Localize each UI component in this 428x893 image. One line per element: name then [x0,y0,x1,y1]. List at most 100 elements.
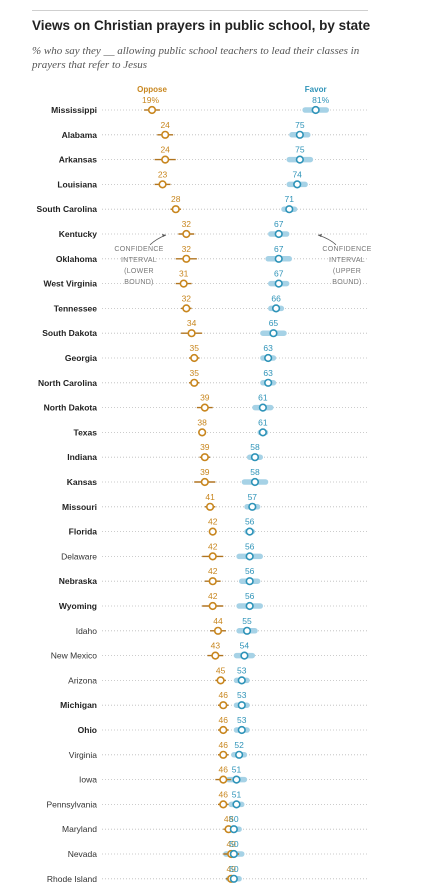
state-label: Alabama [62,130,98,140]
favor-value-label: 57 [248,492,258,502]
oppose-value-label: 32 [182,293,192,303]
favor-dot [229,825,238,834]
state-label: Texas [74,427,98,437]
oppose-value-label: 44 [213,616,223,626]
favor-value-label: 63 [263,343,273,353]
oppose-dot [179,279,188,288]
oppose-value-label: 41 [205,492,215,502]
oppose-value-label: 31 [179,269,189,279]
favor-value-label: 50 [229,864,239,874]
favor-value-label: 61 [258,417,268,427]
oppose-value-label: 39 [200,442,210,452]
state-label: Arkansas [59,155,98,165]
favor-dot [258,403,267,412]
state-label: Missouri [62,502,97,512]
state-label: Michigan [60,700,97,710]
oppose-dot [219,775,228,784]
state-label: Nevada [68,849,98,859]
favor-dot [269,329,278,338]
oppose-value-label: 32 [182,219,192,229]
favor-dot [274,279,283,288]
ci-upper-annotation: INTERVAL [329,257,365,264]
oppose-dot [198,428,207,437]
ci-lower-annotation: (LOWER [124,268,154,275]
oppose-value-label: 49 [226,864,236,874]
favor-value-label: 74 [292,169,302,179]
favor-dot [295,130,304,139]
oppose-dot [182,254,191,263]
favor-header: Favor [305,85,327,94]
favor-value-label: 67 [274,219,284,229]
oppose-value-label: 24 [160,145,170,155]
favor-value-label: 56 [245,541,255,551]
favor-value-label: 67 [274,269,284,279]
ci-lower-annotation: BOUND) [124,279,153,286]
ci-upper-annotation: CONFIDENCE [322,246,371,253]
favor-dot [264,378,273,387]
oppose-value-label: 32 [182,244,192,254]
oppose-dot [182,229,191,239]
favor-value-label: 50 [229,814,239,824]
favor-dot [240,651,249,660]
favor-dot [293,180,302,189]
oppose-dot [213,626,223,635]
oppose-value-label: 48 [224,814,234,824]
favor-value-label: 56 [245,566,255,576]
state-label: Delaware [61,551,97,561]
oppose-dot [208,527,217,536]
favor-dot [237,725,246,735]
favor-value-label: 51 [232,789,242,799]
oppose-dot [161,130,170,139]
oppose-dot [147,105,157,115]
oppose-dot [205,502,215,511]
favor-value-label: 71 [285,194,295,204]
oppose-dot [200,477,209,487]
favor-value-label: 75 [295,120,305,130]
favor-dot [311,105,320,115]
favor-dot [285,205,294,214]
oppose-dot [171,205,180,214]
state-label: Maryland [62,824,97,834]
oppose-value-label: 35 [190,368,200,378]
oppose-value-label: 39 [200,393,210,403]
oppose-dot [187,329,196,338]
oppose-value-label: 46 [219,765,229,775]
state-label: South Dakota [42,328,97,338]
state-label: Ohio [78,725,97,735]
favor-value-label: 53 [237,665,247,675]
state-label: Kentucky [59,229,98,239]
favor-dot [232,800,241,809]
favor-value-label: 56 [245,591,255,601]
favor-value-label: 81% [312,95,329,105]
oppose-dot [190,353,199,363]
oppose-dot [219,750,228,759]
favor-value-label: 67 [274,244,284,254]
favor-dot [295,155,304,164]
oppose-value-label: 19% [142,95,159,105]
oppose-value-label: 46 [219,740,229,750]
oppose-dot [200,403,209,412]
favor-value-label: 66 [271,293,281,303]
state-label: Idaho [76,626,98,636]
favor-value-label: 63 [263,368,273,378]
favor-dot [245,577,254,586]
oppose-dot [158,180,167,189]
chart-title: Views on Christian prayers in public sch… [32,18,371,33]
favor-value-label: 55 [242,616,252,626]
favor-dot [274,229,283,239]
top-rule [32,10,368,11]
oppose-value-label: 42 [208,541,218,551]
state-label: Iowa [79,775,97,785]
favor-dot [248,502,257,511]
favor-value-label: 53 [237,690,247,700]
oppose-dot [190,378,199,387]
ci-upper-annotation: (UPPER [333,268,361,275]
state-label: West Virginia [43,279,97,289]
oppose-dot [216,676,225,685]
oppose-dot [208,552,217,561]
ci-lower-annotation: INTERVAL [121,257,157,264]
oppose-value-label: 46 [219,789,229,799]
oppose-dot [219,800,228,809]
favor-value-label: 52 [234,740,244,750]
